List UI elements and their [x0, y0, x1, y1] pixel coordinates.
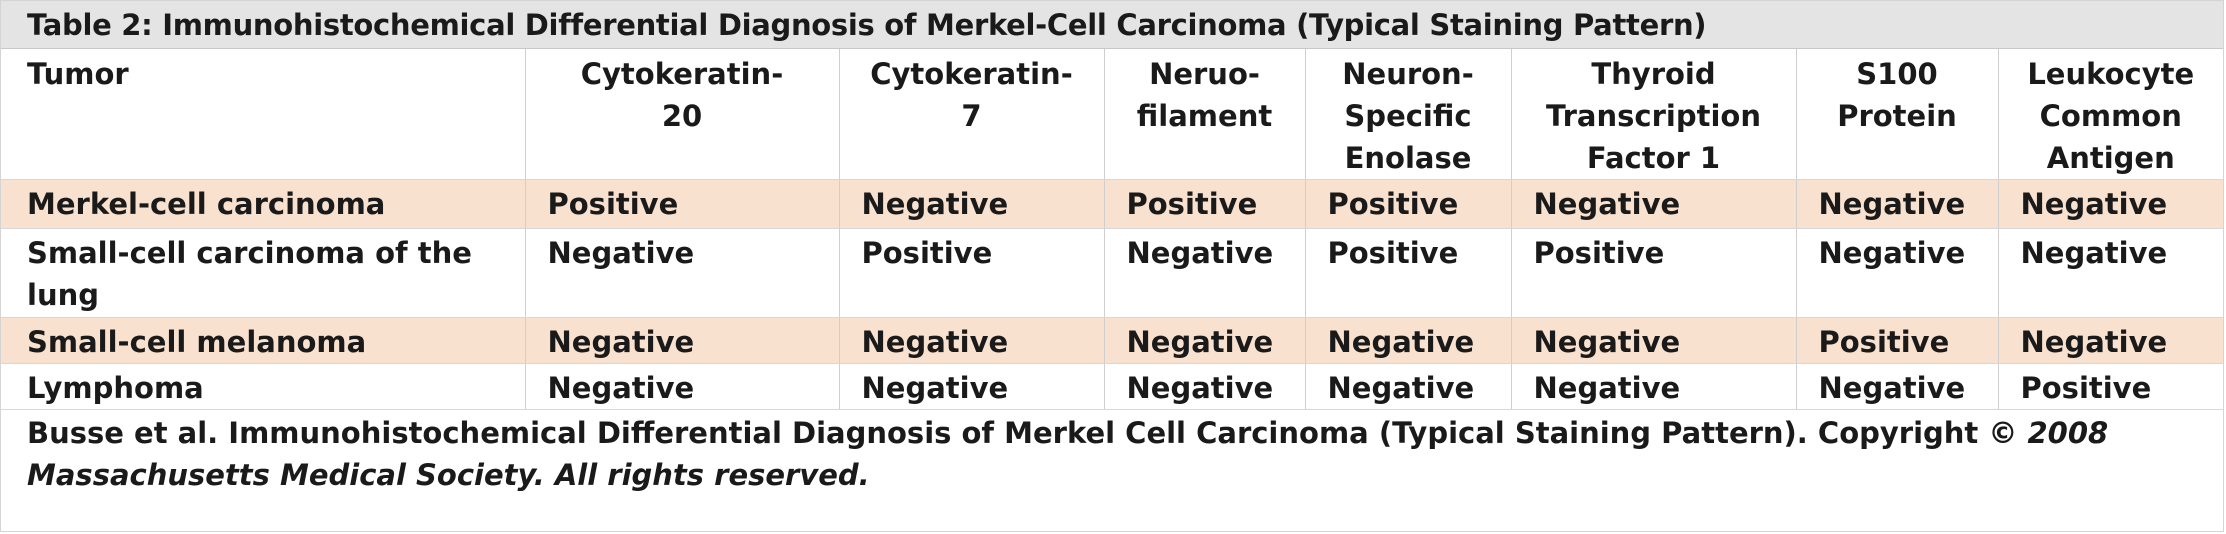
header-row: Tumor Cytokeratin- 20 Cytokeratin- 7 Neruo… [1, 49, 2223, 180]
stain-result-cell: Positive [1305, 228, 1512, 318]
header-cytokeratin-20: Cytokeratin- 20 [525, 49, 840, 180]
stain-result-cell: Negative [1104, 363, 1306, 410]
stain-result-cell: Negative [839, 179, 1105, 229]
header-s100-protein: S100 Protein [1796, 49, 1999, 180]
table-title: Table 2: Immunohistochemical Differentia… [27, 8, 1707, 42]
stain-result-cell: Positive [1305, 179, 1512, 229]
stain-result-cell: Negative [1305, 363, 1512, 410]
stain-result-cell: Negative [1511, 179, 1797, 229]
stain-result-cell: Positive [1104, 179, 1306, 229]
stain-result-cell: Negative [1998, 179, 2223, 229]
stain-result-cell: Negative [839, 363, 1105, 410]
stain-result-cell: Positive [1511, 228, 1797, 318]
diagnosis-table: Tumor Cytokeratin- 20 Cytokeratin- 7 Neruo… [1, 49, 2223, 410]
footnote-copyright: © 2008 Massachusetts Medical Society. Al… [27, 416, 2109, 492]
header-thyroid-transcription-factor-1: Thyroid Transcription Factor 1 [1511, 49, 1797, 180]
tumor-name-cell: Lymphoma [1, 363, 526, 410]
stain-result-cell: Positive [1998, 363, 2223, 410]
header-tumor: Tumor [1, 49, 526, 180]
stain-result-cell: Negative [525, 363, 840, 410]
stain-result-cell: Negative [1796, 363, 1999, 410]
table-footnote: Busse et al. Immunohistochemical Differe… [27, 412, 2207, 496]
table-row: Lymphoma Negative Negative Negative Negative… [1, 363, 2223, 410]
table-title-bar: Table 2: Immunohistochemical Differentia… [1, 1, 2223, 49]
table-row: Small-cell melanoma Negative Negative Negat… [1, 317, 2223, 364]
tumor-name-cell: Merkel-cell carcinoma [1, 179, 526, 229]
footnote-text: Busse et al. Immunohistochemical Differe… [27, 416, 1989, 450]
stain-result-cell: Negative [839, 317, 1105, 364]
stain-result-cell: Positive [839, 228, 1105, 318]
stain-result-cell: Negative [1998, 317, 2223, 364]
stain-result-cell: Positive [525, 179, 840, 229]
stain-result-cell: Negative [1998, 228, 2223, 318]
stain-result-cell: Negative [1511, 363, 1797, 410]
table-row: Merkel-cell carcinoma Positive Negative Pos… [1, 179, 2223, 229]
stain-result-cell: Negative [1511, 317, 1797, 364]
table-body: Merkel-cell carcinoma Positive Negative Pos… [1, 179, 2223, 410]
stain-result-cell: Negative [525, 228, 840, 318]
header-leukocyte-common-antigen: Leukocyte Common Antigen [1998, 49, 2223, 180]
table-row: Small-cell carcinoma of the lung Negative… [1, 228, 2223, 318]
stain-result-cell: Negative [1305, 317, 1512, 364]
stain-result-cell: Negative [525, 317, 840, 364]
header-neurofilament: Neruo-filament [1104, 49, 1306, 180]
stain-result-cell: Positive [1796, 317, 1999, 364]
stain-result-cell: Negative [1104, 317, 1306, 364]
stain-result-cell: Negative [1796, 179, 1999, 229]
stain-result-cell: Negative [1104, 228, 1306, 318]
header-neuron-specific-enolase: Neuron- Specific Enolase [1305, 49, 1512, 180]
tumor-name-cell: Small-cell melanoma [1, 317, 526, 364]
tumor-name-cell: Small-cell carcinoma of the lung [1, 228, 526, 318]
stain-result-cell: Negative [1796, 228, 1999, 318]
header-cytokeratin-7: Cytokeratin- 7 [839, 49, 1105, 180]
